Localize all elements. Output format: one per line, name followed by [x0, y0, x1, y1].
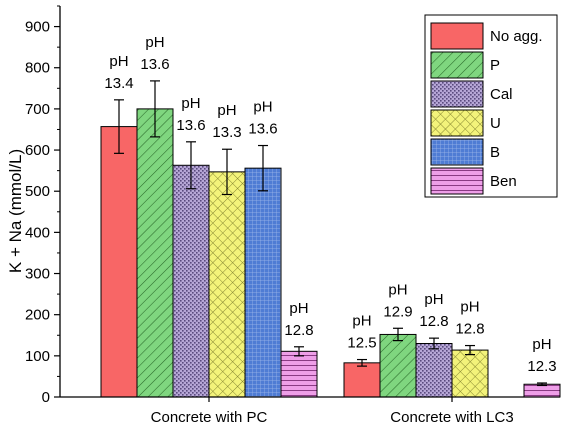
- ph-label: pH: [424, 291, 443, 308]
- y-tick-label: 700: [25, 101, 50, 118]
- legend-label-b: B: [490, 144, 500, 161]
- legend-label-p: P: [490, 57, 500, 74]
- ph-value: 13.3: [212, 124, 241, 141]
- x-tick-label: Concrete with PC: [151, 409, 268, 426]
- legend-label-no-agg-: No agg.: [490, 28, 543, 45]
- legend-swatch-u: [430, 109, 484, 137]
- y-tick-label: 600: [25, 142, 50, 159]
- ph-annotations-layer: pH 13.4 pH 13.6 pH 13.6 pH 13.3 pH 13.6 pH 12.8 pH 12…: [104, 34, 556, 375]
- ph-value: 12.9: [383, 303, 412, 320]
- y-tick-label: 0: [42, 389, 50, 406]
- bar-u-1: [451, 349, 489, 398]
- bar-no-agg--1: [343, 362, 381, 398]
- x-tick-label: Concrete with LC3: [390, 409, 513, 426]
- ph-value: 13.6: [176, 117, 205, 134]
- y-tick-label: 900: [25, 19, 50, 36]
- bar-ben-1: [523, 383, 561, 398]
- bar-p-0: [136, 108, 174, 398]
- legend-label-ben: Ben: [490, 173, 517, 190]
- ph-value: 12.8: [284, 322, 313, 339]
- legend-swatch-p: [430, 51, 484, 79]
- ph-label: pH: [181, 95, 200, 112]
- bar-ben-0: [280, 350, 318, 398]
- legend-label-u: U: [490, 115, 501, 132]
- y-tick-label: 800: [25, 60, 50, 77]
- ph-label: pH: [217, 102, 236, 119]
- y-tick-label: 500: [25, 183, 50, 200]
- bar-p-1: [379, 333, 417, 398]
- legend-swatch-cal: [430, 80, 484, 108]
- ph-value: 12.5: [347, 335, 376, 352]
- y-tick-label: 300: [25, 266, 50, 283]
- ph-value: 12.8: [455, 321, 484, 338]
- bar-cal-1: [415, 342, 453, 398]
- ph-label: pH: [460, 299, 479, 316]
- ph-label: pH: [253, 99, 272, 116]
- ph-label: pH: [388, 281, 407, 298]
- legend-swatch-b: [430, 138, 484, 166]
- ph-label: pH: [109, 53, 128, 70]
- bar-cal-0: [172, 164, 210, 398]
- ph-label: pH: [532, 336, 551, 353]
- legend-swatch-ben: [430, 167, 484, 195]
- ph-label: pH: [289, 300, 308, 317]
- ph-value: 13.6: [140, 56, 169, 73]
- error-bars-layer: [114, 80, 547, 387]
- y-tick-label: 200: [25, 307, 50, 324]
- bar-u-0: [208, 171, 246, 398]
- legend: No agg. P Cal UB Ben: [424, 14, 558, 198]
- y-tick-label: 400: [25, 224, 50, 241]
- bar-no-agg--0: [100, 126, 138, 398]
- axes-layer: 0 100 200 300 400 500 600 700 800 900 Concrete wit…: [25, 5, 560, 426]
- ph-value: 13.4: [104, 75, 133, 92]
- ph-label: pH: [145, 34, 164, 51]
- y-axis-label: K + Na (mmol/L): [6, 149, 25, 273]
- ph-label: pH: [352, 313, 371, 330]
- ph-value: 13.6: [248, 121, 277, 138]
- bar-b-0: [244, 167, 282, 398]
- y-tick-label: 100: [25, 348, 50, 365]
- legend-label-cal: Cal: [490, 86, 513, 103]
- legend-swatch-no-agg-: [430, 22, 484, 50]
- ph-value: 12.8: [419, 313, 448, 330]
- ph-value: 12.3: [527, 358, 556, 375]
